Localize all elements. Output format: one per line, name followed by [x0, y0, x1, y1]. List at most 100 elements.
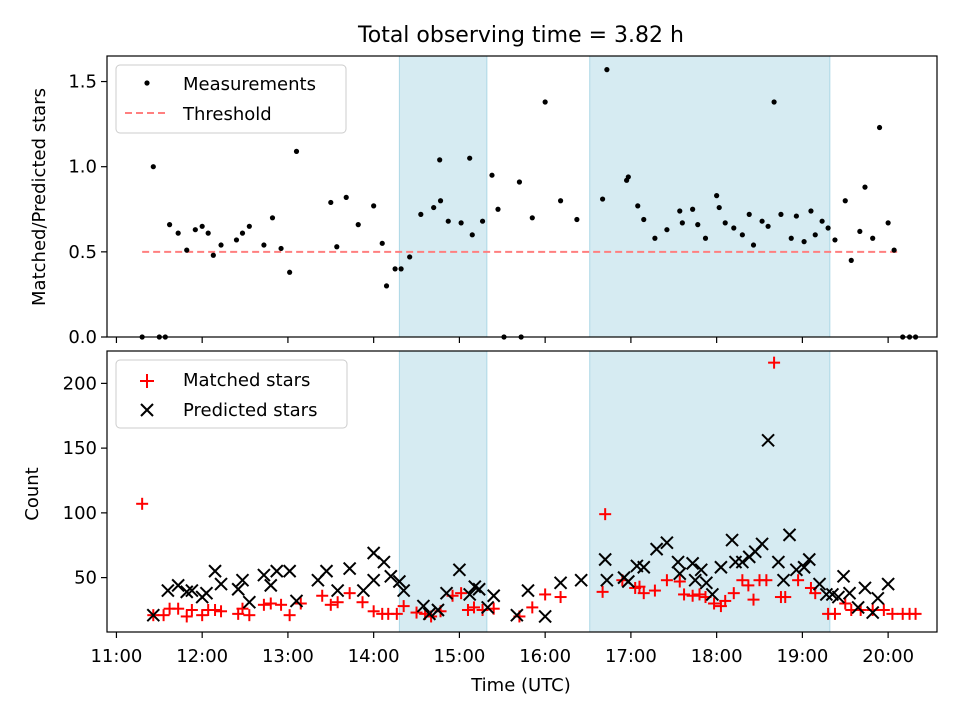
- matched-star-point: [596, 585, 609, 598]
- chart-title: Total observing time = 3.82 h: [357, 23, 684, 48]
- matched-star-point: [180, 610, 193, 623]
- measurement-point: [269, 215, 276, 221]
- x-stroke-2: [264, 578, 278, 593]
- predicted-star-point: [688, 573, 702, 587]
- predicted-star-point: [802, 552, 816, 567]
- x-stroke-2: [735, 555, 750, 569]
- predicted-star-point: [755, 537, 769, 551]
- x-stroke-2: [366, 573, 381, 587]
- matched-star-point: [397, 600, 410, 613]
- predicted-star-point: [660, 535, 674, 550]
- x-stroke-2: [673, 567, 687, 581]
- matched-star-point: [693, 588, 706, 601]
- predicted-star-point: [865, 605, 880, 620]
- predicted-star-point: [480, 600, 495, 615]
- matched-star-point: [768, 356, 781, 369]
- x-stroke-2: [819, 587, 834, 602]
- measurement-point: [679, 220, 685, 226]
- x-stroke-2: [637, 560, 651, 574]
- x-stroke-2: [431, 603, 445, 617]
- predicted-star-point: [521, 583, 535, 598]
- x-stroke-2: [842, 586, 857, 600]
- predicted-star-point: [289, 594, 304, 608]
- x-stroke-2: [185, 583, 199, 598]
- x-stroke-2: [392, 574, 407, 589]
- measurement-point: [479, 218, 486, 224]
- matched-star-point: [243, 609, 256, 622]
- x-stroke-2: [851, 600, 865, 615]
- measurement-point: [722, 220, 728, 226]
- measurement-point: [771, 99, 777, 105]
- x-tick-label: 15:00: [433, 646, 485, 667]
- measurement-point: [383, 283, 390, 289]
- measurement-point: [825, 225, 831, 231]
- measurement-point: [184, 247, 190, 253]
- x-stroke-2: [416, 599, 431, 613]
- x-stroke-2: [366, 546, 381, 560]
- measurement-point: [801, 239, 807, 245]
- measurement-point: [625, 174, 631, 180]
- measurement-point: [746, 211, 752, 217]
- matched-star-point: [367, 605, 380, 618]
- bottom-panel: 50 100 150 200 11:00 12:00 13:00 14:00 15:00 16:…: [22, 350, 938, 696]
- bottom-y-tick-label: 200: [63, 373, 97, 394]
- bottom-x-ticks: 11:00 12:00 13:00 14:00 15:00 16:00 17:00 18:00…: [90, 632, 914, 667]
- x-stroke-2: [776, 573, 791, 587]
- matched-star-point: [185, 603, 198, 616]
- matched-star-point: [599, 508, 612, 521]
- top-y-ticks: 0.0 0.5 1.0 1.5: [68, 72, 107, 348]
- x-stroke-2: [146, 608, 161, 622]
- matched-star-point: [673, 575, 686, 588]
- predicted-star-point: [462, 587, 477, 602]
- measurement-point: [293, 148, 300, 154]
- x-stroke-2: [486, 589, 501, 603]
- predicted-star-point: [208, 564, 222, 578]
- predicted-star-point: [881, 577, 895, 591]
- measurement-point: [355, 222, 361, 228]
- x-stroke-2: [452, 563, 467, 577]
- x-tick-label: 20:00: [862, 646, 914, 667]
- measurement-point: [759, 218, 765, 224]
- x-stroke-2: [694, 563, 708, 577]
- measurement-point: [392, 266, 398, 272]
- measurement-point: [431, 204, 437, 211]
- matched-star-point: [660, 574, 673, 587]
- predicted-star-point: [146, 608, 161, 622]
- measurement-point: [739, 232, 745, 238]
- measurement-point: [891, 247, 897, 253]
- matched-star-point: [747, 593, 760, 606]
- measurement-point: [407, 254, 413, 260]
- x-stroke-2: [161, 583, 175, 598]
- measurement-point: [334, 244, 340, 250]
- measurement-point: [765, 223, 771, 229]
- x-stroke-2: [319, 564, 334, 578]
- predicted-star-point: [776, 573, 791, 587]
- matched-star-point: [760, 574, 773, 587]
- predicted-star-point: [797, 560, 811, 574]
- measurement-point: [812, 232, 818, 238]
- x-tick-label: 17:00: [605, 646, 657, 667]
- predicted-star-point: [831, 590, 846, 604]
- x-stroke-2: [598, 552, 612, 567]
- top-panel: 0.0 0.5 1.0 1.5 Matched/Predicted stars Mea…: [29, 55, 938, 348]
- legend-threshold-label: Threshold: [182, 104, 272, 125]
- measurement-point: [437, 157, 443, 163]
- matched-star-point: [678, 588, 691, 601]
- bottom-y-tick-label: 100: [63, 503, 97, 524]
- x-stroke-2: [789, 563, 804, 577]
- predicted-star-point: [649, 542, 664, 556]
- predicted-star-point: [574, 573, 588, 587]
- measurement-point: [469, 232, 475, 238]
- measurement-point: [437, 198, 444, 204]
- predicted-star-point: [851, 600, 865, 615]
- x-stroke-2: [472, 582, 486, 596]
- measurement-point: [328, 199, 334, 206]
- measurement-point: [876, 124, 883, 131]
- legend-predicted-label: Predicted stars: [183, 400, 317, 421]
- x-stroke-2: [871, 591, 885, 606]
- x-stroke-2: [725, 533, 739, 547]
- x-stroke-2: [714, 560, 728, 574]
- predicted-star-point: [782, 528, 797, 542]
- measurement-point: [750, 242, 757, 248]
- matched-star-point: [283, 609, 296, 622]
